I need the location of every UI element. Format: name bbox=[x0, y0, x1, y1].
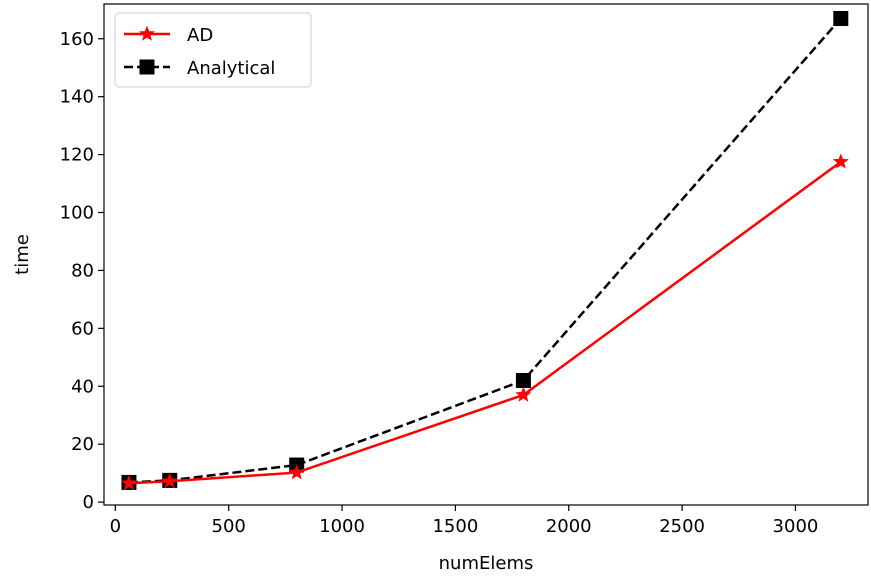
legend: AD Analytical bbox=[115, 13, 311, 87]
y-tick-label: 80 bbox=[71, 260, 94, 281]
x-tick-label: 1500 bbox=[432, 516, 478, 537]
y-axis-label: time bbox=[12, 234, 33, 275]
data-point-analytical bbox=[516, 373, 530, 387]
y-tick-label: 60 bbox=[71, 318, 94, 339]
x-tick-label: 2500 bbox=[659, 516, 705, 537]
data-point-analytical bbox=[834, 11, 848, 25]
y-tick-label: 120 bbox=[60, 145, 94, 166]
x-tick-label: 2000 bbox=[546, 516, 592, 537]
legend-marker-analytical bbox=[140, 60, 154, 74]
y-tick-label: 40 bbox=[71, 376, 94, 397]
x-tick-label: 500 bbox=[212, 516, 246, 537]
y-tick-label: 0 bbox=[83, 492, 94, 513]
y-tick-label: 160 bbox=[60, 29, 94, 50]
legend-label-analytical: Analytical bbox=[187, 58, 275, 79]
legend-label-ad: AD bbox=[187, 25, 213, 46]
x-axis-label: numElems bbox=[439, 553, 534, 574]
x-tick-label: 1000 bbox=[319, 516, 365, 537]
y-tick-label: 140 bbox=[60, 87, 94, 108]
y-tick-label: 20 bbox=[71, 434, 94, 455]
x-tick-label: 3000 bbox=[773, 516, 819, 537]
y-tick-label: 100 bbox=[60, 203, 94, 224]
x-tick-label: 0 bbox=[110, 516, 121, 537]
